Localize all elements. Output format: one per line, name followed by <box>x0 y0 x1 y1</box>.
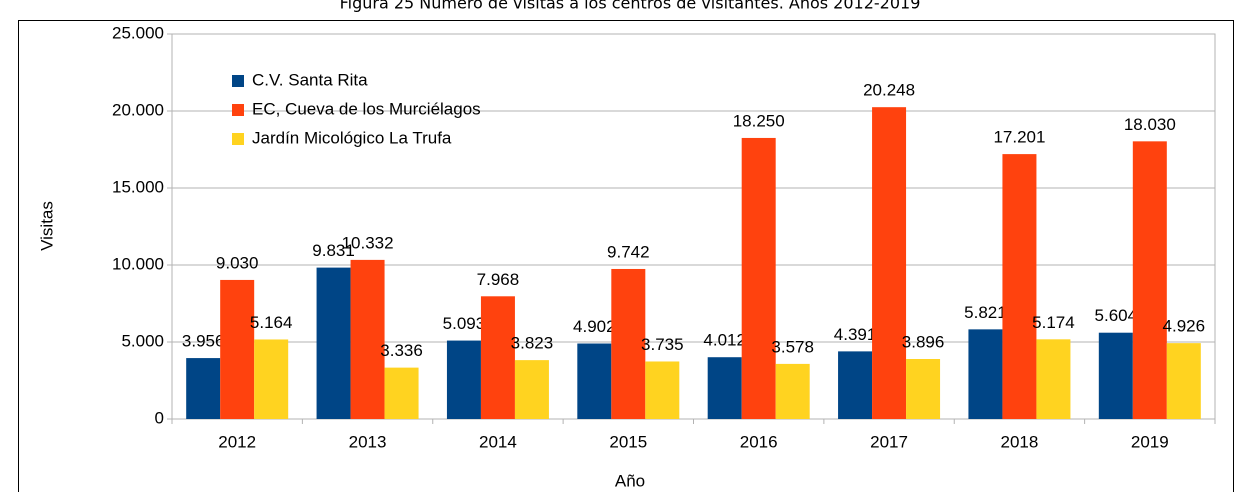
bar <box>775 363 810 419</box>
value-label: 4.391 <box>834 325 877 344</box>
value-label: 17.201 <box>993 128 1045 147</box>
x-tick-label: 2017 <box>870 432 908 451</box>
value-label: 3.823 <box>511 334 554 353</box>
x-tick-label: 2014 <box>479 432 517 451</box>
legend-swatch <box>232 133 244 145</box>
bar <box>741 137 776 419</box>
value-label: 5.174 <box>1032 313 1075 332</box>
value-label: 18.030 <box>1124 115 1176 134</box>
bar <box>1132 141 1167 419</box>
bar <box>254 339 289 419</box>
frame <box>18 20 1234 492</box>
bar <box>968 329 1003 419</box>
value-label: 3.336 <box>380 341 423 360</box>
y-tick-label: 25.000 <box>112 23 164 42</box>
x-tick-label: 2015 <box>609 432 647 451</box>
value-label: 5.093 <box>443 314 486 333</box>
bar <box>838 351 873 419</box>
value-label: 10.332 <box>342 233 394 252</box>
chart-title: Figura 25 Número de visitas a los centro… <box>340 0 921 13</box>
y-tick-label: 15.000 <box>112 177 164 196</box>
value-label: 4.902 <box>573 317 616 336</box>
bar <box>384 367 419 419</box>
bar <box>1036 339 1071 419</box>
bar <box>707 357 742 419</box>
x-tick-label: 2012 <box>218 432 256 451</box>
value-label: 5.164 <box>250 313 293 332</box>
value-label: 9.831 <box>312 241 355 260</box>
bar <box>1098 332 1133 419</box>
value-label: 7.968 <box>477 270 520 289</box>
bar <box>480 296 515 419</box>
bar <box>316 267 351 419</box>
bar <box>220 279 255 419</box>
value-label: 20.248 <box>863 81 915 100</box>
bar <box>577 343 612 419</box>
bar <box>186 358 221 419</box>
value-label: 3.578 <box>771 337 814 356</box>
value-label: 4.012 <box>703 331 746 350</box>
bar <box>872 107 907 420</box>
legend-swatch <box>232 104 244 116</box>
value-label: 5.821 <box>964 303 1007 322</box>
bar <box>1002 154 1037 419</box>
value-label: 3.896 <box>902 332 945 351</box>
x-tick-label: 2018 <box>1001 432 1039 451</box>
bar <box>514 360 549 419</box>
y-tick-label: 0 <box>155 408 164 427</box>
x-tick-label: 2013 <box>349 432 387 451</box>
bar <box>611 268 646 419</box>
y-tick-label: 5.000 <box>121 331 164 350</box>
y-axis-label: Visitas <box>37 201 56 251</box>
bar <box>645 361 680 419</box>
x-tick-label: 2016 <box>740 432 778 451</box>
bar <box>1166 343 1201 419</box>
legend-label: C.V. Santa Rita <box>252 70 368 89</box>
y-tick-label: 10.000 <box>112 254 164 273</box>
legend-label: Jardín Micológico La Trufa <box>252 128 452 147</box>
value-label: 3.956 <box>182 332 225 351</box>
x-tick-label: 2019 <box>1131 432 1169 451</box>
y-tick-label: 20.000 <box>112 100 164 119</box>
x-axis-label: Año <box>615 471 645 490</box>
value-label: 3.735 <box>641 335 684 354</box>
value-label: 18.250 <box>733 111 785 130</box>
value-label: 9.742 <box>607 242 650 261</box>
value-label: 9.030 <box>216 253 259 272</box>
bar <box>446 340 481 419</box>
legend-label: EC, Cueva de los Murciélagos <box>252 99 481 118</box>
bar <box>906 359 941 419</box>
legend-swatch <box>232 75 244 87</box>
value-label: 4.926 <box>1163 317 1206 336</box>
bar <box>350 259 385 419</box>
value-label: 5.604 <box>1095 306 1138 325</box>
